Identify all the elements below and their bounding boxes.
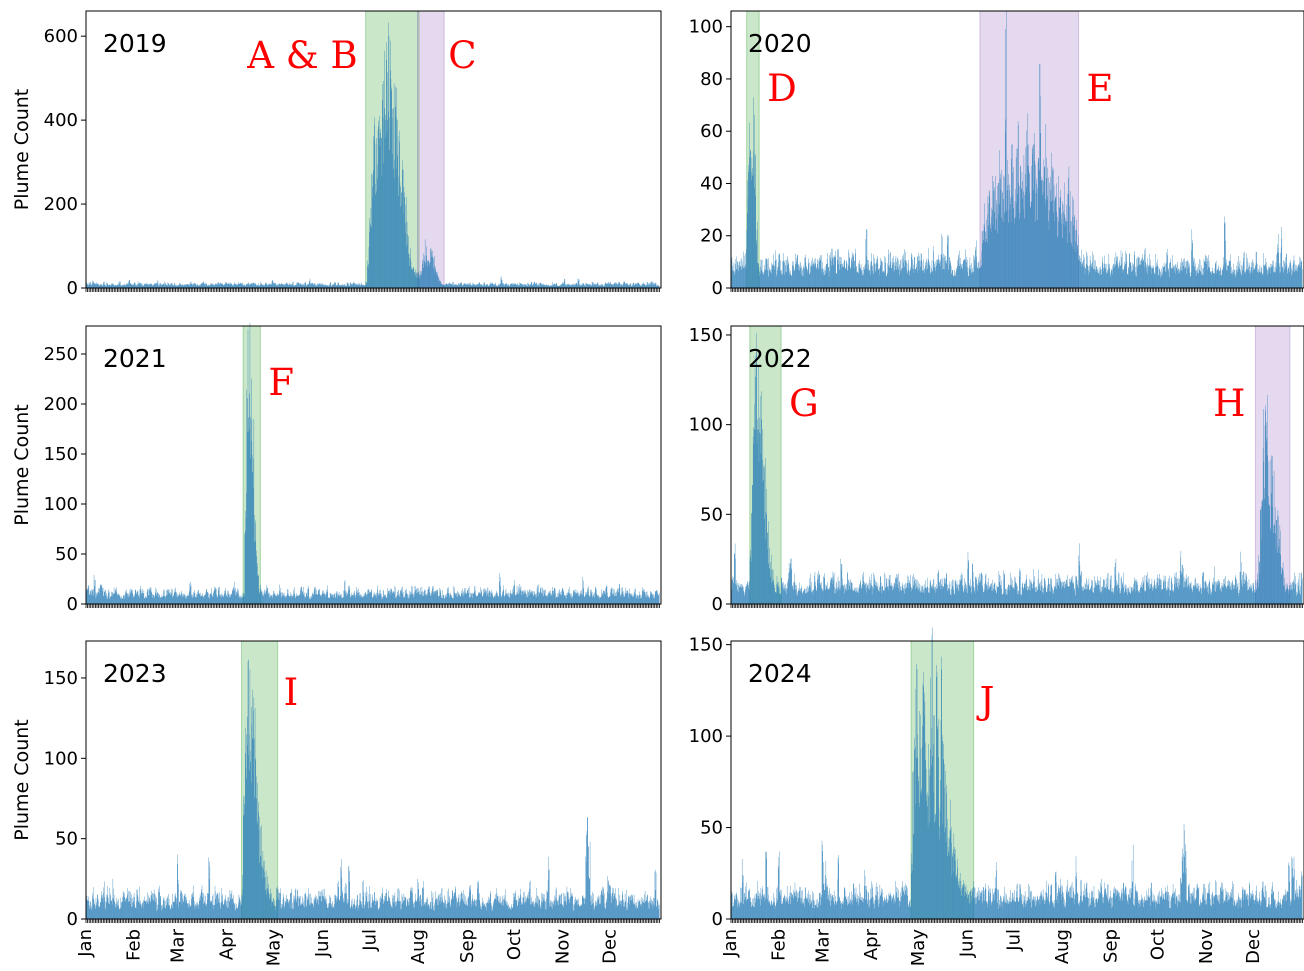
year-label: 2019 [103, 29, 167, 58]
panel-2020: 0 20 40 60 80 100 2020 D E [689, 10, 1304, 299]
y-tick-label: 40 [700, 173, 723, 194]
y-tick-label: 200 [44, 194, 78, 215]
y-tick-label: 400 [44, 110, 78, 131]
panel-2019: 0 200 400 600 Plume Count 2019 A & B C [11, 10, 662, 299]
y-tick-label: 0 [712, 278, 723, 299]
year-label: 2020 [748, 29, 812, 58]
event-label: E [1087, 67, 1114, 110]
y-tick-label: 20 [700, 226, 723, 247]
y-tick-label: 80 [700, 69, 723, 90]
event-label: C [448, 34, 476, 77]
y-tick-label: 100 [689, 17, 723, 38]
highlight-band-c [416, 10, 445, 289]
y-axis-label: Plume Count [11, 89, 33, 210]
y-tick-label: 600 [44, 26, 78, 47]
y-tick-label: 60 [700, 121, 723, 142]
y-tick-label: 0 [67, 278, 78, 299]
event-label: A & B [246, 34, 357, 77]
event-label: D [767, 67, 797, 110]
